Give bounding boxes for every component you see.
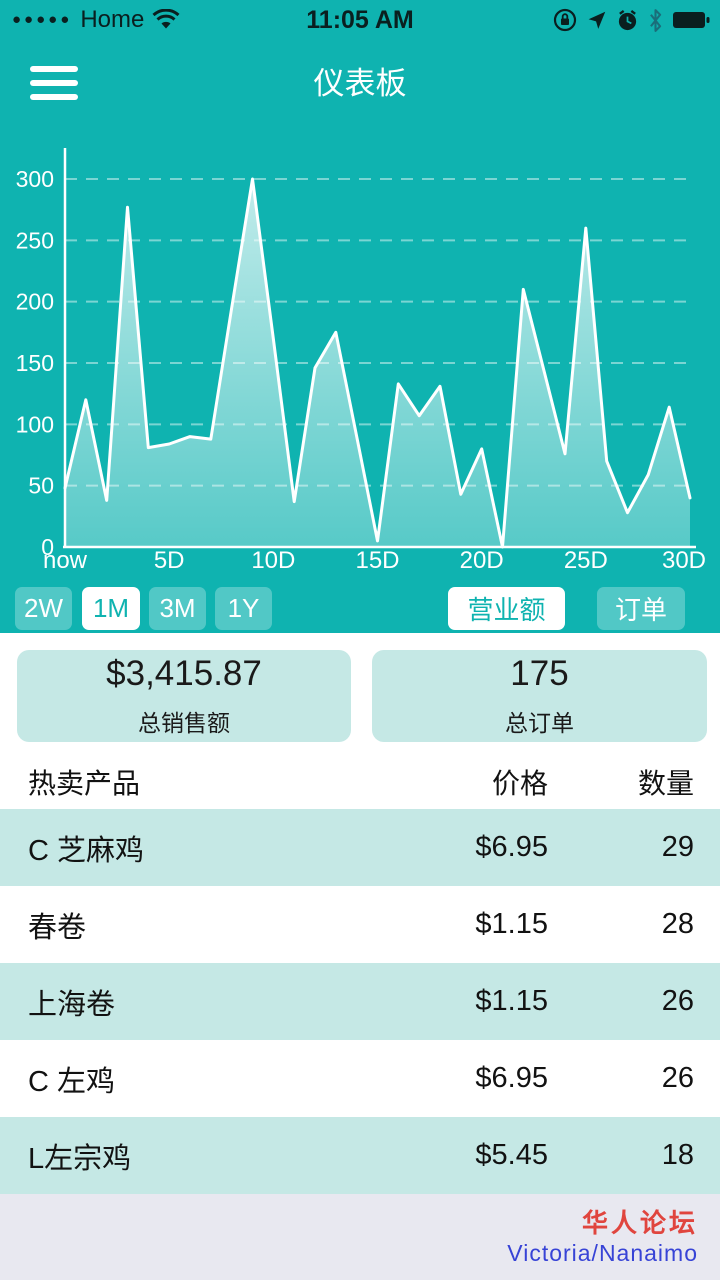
- watermark-line2: Victoria/Nanaimo: [507, 1239, 698, 1266]
- navbar: 仪表板: [0, 40, 720, 128]
- total-orders-label: 总订单: [505, 710, 574, 736]
- location-icon: [588, 11, 606, 29]
- y-tick-label: 0: [41, 534, 54, 560]
- y-tick-label: 250: [16, 227, 54, 253]
- x-tick-label: 30D: [662, 547, 706, 574]
- orientation-lock-icon: [553, 8, 577, 32]
- metric-button-revenue[interactable]: 营业额: [448, 587, 565, 630]
- menu-button[interactable]: [30, 66, 78, 102]
- x-tick-label: 10D: [251, 547, 295, 574]
- x-tick-label: now: [43, 547, 88, 574]
- y-tick-label: 300: [16, 166, 54, 192]
- column-quantity: 数量: [637, 768, 694, 799]
- alarm-icon: [618, 9, 637, 30]
- table-row[interactable]: C 左鸡 $6.95 26: [28, 1062, 694, 1098]
- carrier-label: Home: [80, 6, 145, 33]
- series-line: [63, 177, 692, 549]
- signal-dots-icon: ●●●●●: [12, 11, 73, 28]
- sales-chart: 0 50 100 150 200 250 300 now 5D 10D 15D 20D 25D 30D: [16, 148, 706, 574]
- total-sales-value: $3,415.87: [106, 654, 262, 693]
- table-row[interactable]: L左宗鸡 $5.45 18: [0, 1117, 720, 1194]
- y-tick-label: 100: [16, 411, 54, 437]
- table-row[interactable]: C 芝麻鸡 $6.95 29: [0, 809, 720, 886]
- status-left: ●●●●● Home: [12, 0, 180, 40]
- total-orders-value: 175: [510, 654, 569, 693]
- metric-button-orders[interactable]: 订单: [597, 587, 685, 630]
- total-orders-card: 175 总订单: [372, 650, 707, 742]
- area-fill: [65, 179, 690, 547]
- table-row[interactable]: 上海卷 $1.15 26: [0, 963, 720, 1040]
- range-button-3m[interactable]: 3M: [149, 587, 206, 630]
- x-tick-label: 25D: [564, 547, 608, 574]
- watermark: 华人论坛 Victoria/Nanaimo: [507, 1208, 698, 1266]
- bluetooth-icon: [650, 8, 662, 32]
- y-tick-label: 150: [16, 350, 54, 376]
- page-title: 仪表板: [313, 66, 407, 101]
- y-tick-label: 50: [28, 473, 54, 499]
- x-tick-label: 5D: [154, 547, 185, 574]
- status-right: [553, 0, 710, 40]
- hot-products-table: 热卖产品 价格 数量 C 芝麻鸡 $6.95 29 春卷 $1.15 28 上海…: [0, 755, 720, 1194]
- watermark-line1: 华人论坛: [581, 1208, 698, 1239]
- table-row[interactable]: 春卷 $1.15 28: [28, 908, 694, 944]
- y-tick-label: 200: [16, 289, 54, 315]
- range-button-1y[interactable]: 1Y: [215, 587, 272, 630]
- table-header: 热卖产品 价格 数量: [0, 755, 720, 809]
- range-button-1m[interactable]: 1M: [82, 587, 140, 630]
- column-price: 价格: [491, 768, 548, 799]
- range-button-2w[interactable]: 2W: [15, 587, 72, 630]
- chart-controls: 2W 1M 3M 1Y 营业额 订单: [0, 587, 720, 631]
- status-bar: ●●●●● Home 11:05 AM: [0, 0, 720, 40]
- wifi-icon: [152, 9, 180, 29]
- status-time: 11:05 AM: [306, 6, 414, 34]
- x-tick-label: 15D: [355, 547, 399, 574]
- battery-icon: [673, 12, 710, 28]
- hamburger-icon: [30, 66, 78, 72]
- total-sales-label: 总销售额: [138, 710, 230, 736]
- x-tick-label: 20D: [460, 547, 504, 574]
- column-product: 热卖产品: [28, 768, 141, 799]
- total-sales-card: $3,415.87 总销售额: [17, 650, 351, 742]
- footer: 华人论坛 Victoria/Nanaimo: [0, 1194, 720, 1280]
